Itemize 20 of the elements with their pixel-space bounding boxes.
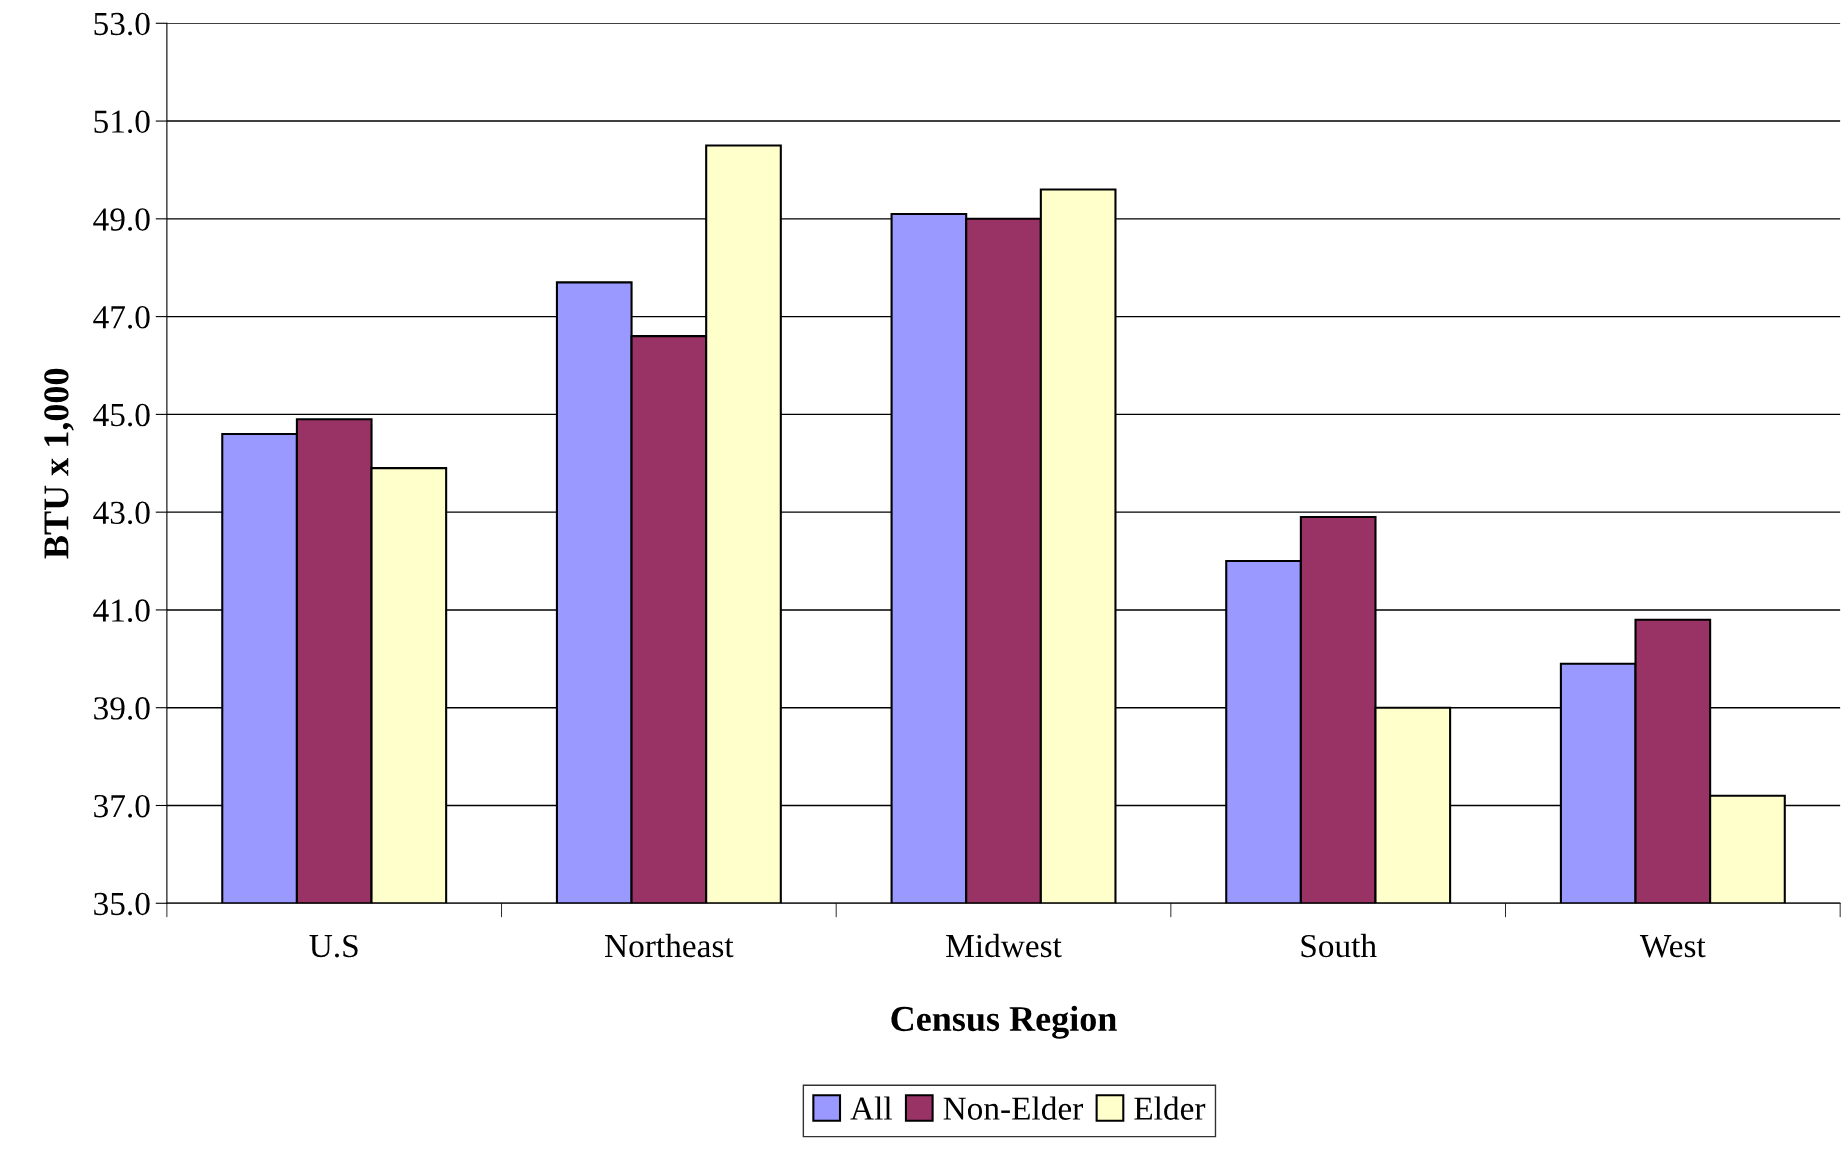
y-tick-label: 51.0 [94, 110, 150, 134]
y-tick-label: 37.0 [94, 794, 150, 818]
legend-label: Non-Elder [943, 1096, 1084, 1120]
y-tick-label: 39.0 [94, 697, 150, 720]
y-tick-label: 43.0 [93, 501, 150, 525]
y-tick-label: 45.0 [93, 403, 150, 427]
x-axis-title: Census Region [891, 1005, 1117, 1039]
x-tick-label: Midwest [946, 933, 1062, 958]
y-tick-label: 49.0 [93, 208, 150, 231]
y-tick-label: 47.0 [93, 306, 150, 329]
y-tick-label: 41.0 [93, 599, 150, 622]
legend-label: All [850, 1096, 892, 1120]
x-tick-label: South [1301, 933, 1377, 958]
legend-label: Elder [1134, 1096, 1206, 1120]
y-axis-title: BTU x 1,000 [44, 368, 74, 559]
x-tick-label: U.S [309, 934, 358, 958]
x-tick-label: West [1639, 935, 1706, 958]
x-tick-label: Northeast [605, 933, 734, 958]
y-tick-label: 53.0 [94, 12, 150, 36]
y-tick-label: 35.0 [94, 892, 150, 916]
